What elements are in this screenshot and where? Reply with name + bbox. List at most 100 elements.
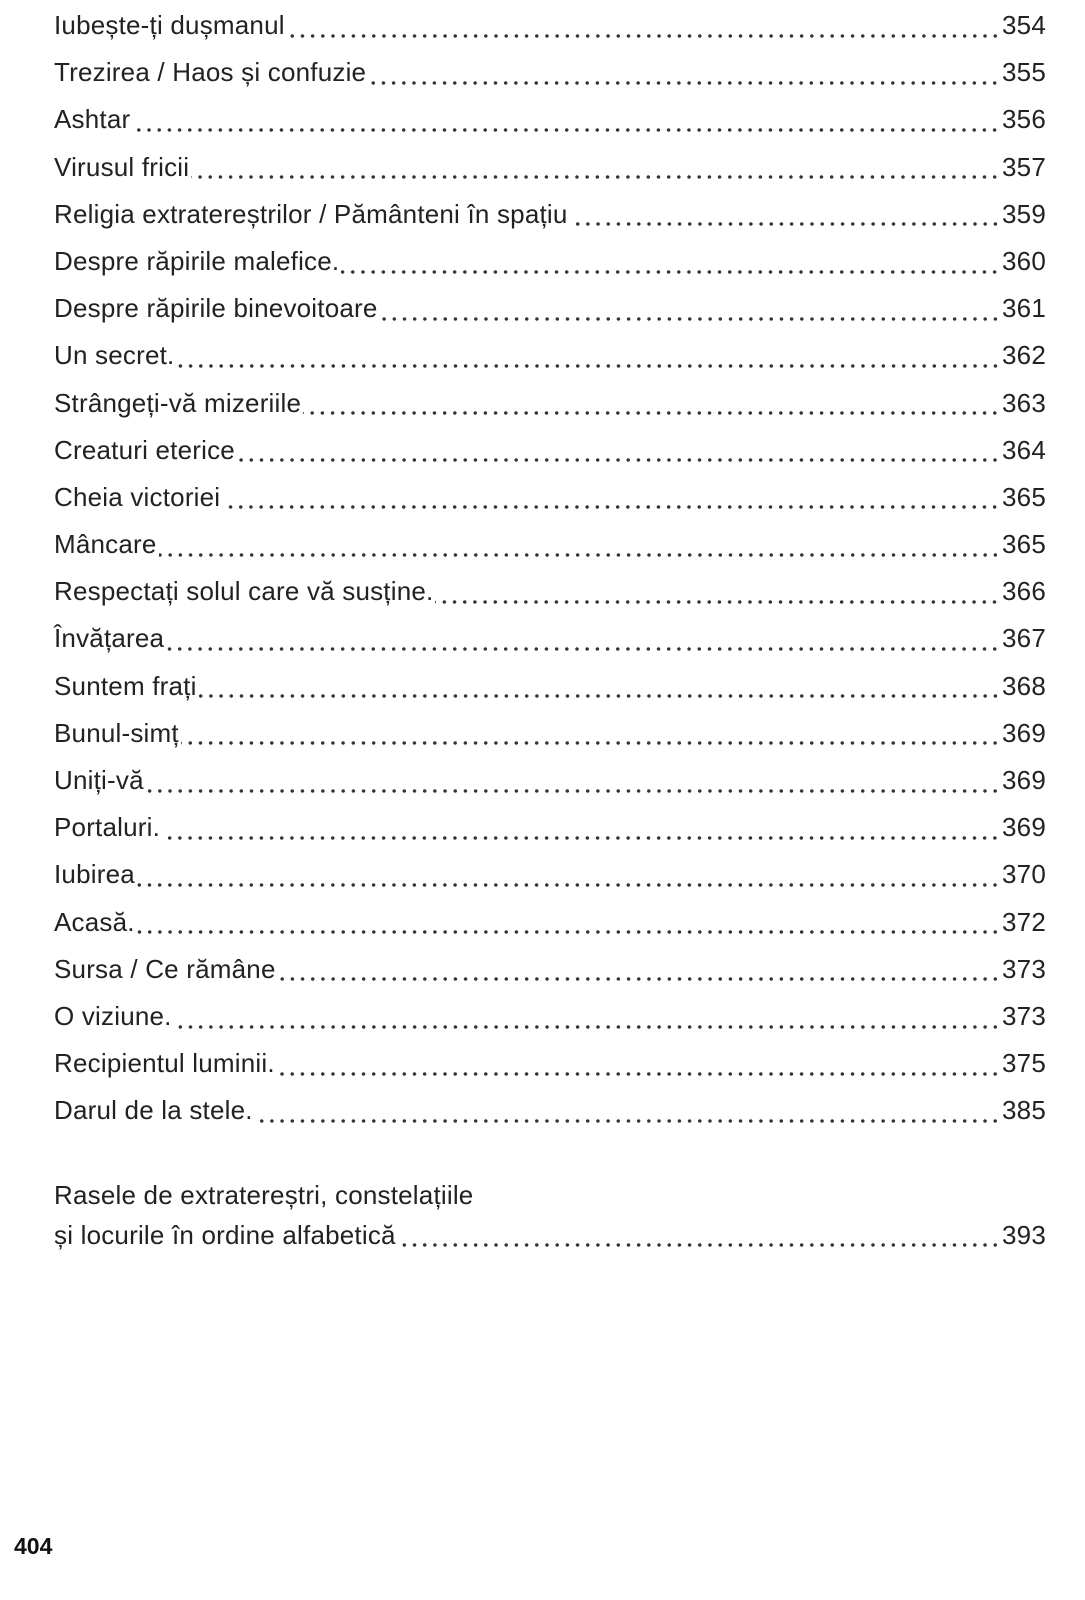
entry-page: 375 [1002, 1048, 1046, 1079]
dot-leader [158, 551, 1001, 558]
entry-page: 364 [1002, 434, 1046, 465]
toc-entry: Iubirea 370 [54, 851, 1046, 898]
dot-leader [277, 976, 1001, 983]
toc-entry: Acasă. 372 [54, 899, 1046, 946]
toc-entry: Despre răpirile malefice. 360 [54, 238, 1046, 285]
toc-entry: Mâncare 365 [54, 521, 1046, 568]
entry-title: Trezirea / Haos și confuzie [54, 57, 367, 88]
toc-entry: Bunul-simț 369 [54, 710, 1046, 757]
entry-page: 365 [1002, 481, 1046, 512]
entry-title: Respectați solul care vă susține. [54, 576, 434, 607]
entry-title: O viziune. [54, 1000, 172, 1031]
toc-entry: Recipientul luminii. 375 [54, 1040, 1046, 1087]
toc-entry: Darul de la stele. 385 [54, 1087, 1046, 1134]
dot-leader [132, 126, 1001, 133]
entry-title: Rasele de extratereștri, constelațiile [54, 1179, 474, 1210]
entry-page: 373 [1002, 953, 1046, 984]
entry-page: 393 [1002, 1219, 1046, 1250]
entry-page: 370 [1002, 859, 1046, 890]
entry-title: Bunul-simț [54, 717, 179, 748]
dot-leader [136, 881, 1001, 888]
table-of-contents: Iubește-ți dușmanul 354 Trezirea / Haos și… [54, 2, 1046, 1255]
dot-leader [166, 646, 1001, 653]
entry-title: Învățarea [54, 623, 165, 654]
entry-title: Religia extratereștrilor / Pământeni în … [54, 198, 568, 229]
toc-entry: Despre răpirile binevoitoare 361 [54, 285, 1046, 332]
entry-title: Sursa / Ce rămâne [54, 953, 276, 984]
entry-page: 365 [1002, 529, 1046, 560]
dot-leader [176, 362, 1001, 369]
entry-page: 357 [1002, 151, 1046, 182]
entry-title: Un secret. [54, 340, 175, 371]
dot-leader [435, 598, 1001, 605]
entry-page: 385 [1002, 1095, 1046, 1126]
toc-entry: Învățarea 367 [54, 615, 1046, 662]
entry-page: 372 [1002, 906, 1046, 937]
dot-leader [173, 1023, 1001, 1030]
dot-leader [191, 174, 1001, 181]
entry-title: Strângeți-vă mizeriile [54, 387, 302, 418]
toc-entry: Un secret. 362 [54, 332, 1046, 379]
entry-title: Mâncare [54, 529, 157, 560]
toc-entry: O viziune. 373 [54, 993, 1046, 1040]
toc-entry: Virusul fricii 357 [54, 144, 1046, 191]
toc-entry: Creaturi eterice 364 [54, 427, 1046, 474]
entry-title: Acasă. [54, 906, 135, 937]
entry-title: Cheia victoriei [54, 481, 221, 512]
entry-title: Despre răpirile malefice. [54, 245, 340, 276]
entry-title: Recipientul luminii. [54, 1048, 275, 1079]
entry-page: 373 [1002, 1000, 1046, 1031]
entry-page: 361 [1002, 293, 1046, 324]
dot-leader [303, 410, 1001, 417]
toc-entry: Ashtar 356 [54, 96, 1046, 143]
toc-entry: Suntem frați 368 [54, 663, 1046, 710]
dot-leader [236, 457, 1001, 464]
toc-entry: Uniți-vă 369 [54, 757, 1046, 804]
dot-leader [145, 787, 1001, 794]
entry-page: 369 [1002, 717, 1046, 748]
entry-title: Suntem frați [54, 670, 197, 701]
dot-leader [180, 740, 1001, 747]
toc-entry: și locurile în ordine alfabetică 393 [54, 1215, 1046, 1255]
entry-page: 366 [1002, 576, 1046, 607]
spacer [54, 1135, 1046, 1175]
toc-entry: Respectați solul care vă susține. 366 [54, 568, 1046, 615]
entry-page: 363 [1002, 387, 1046, 418]
toc-entry: Portaluri. 369 [54, 804, 1046, 851]
toc-entry: Religia extratereștrilor / Pământeni în … [54, 191, 1046, 238]
dot-leader [254, 1117, 1001, 1124]
dot-leader [397, 1241, 1001, 1248]
entry-title: Portaluri. [54, 812, 161, 843]
toc-entry: Rasele de extratereștri, constelațiile [54, 1175, 1046, 1215]
dot-leader [368, 79, 1001, 86]
entry-title: Ashtar [54, 104, 131, 135]
toc-entry: Sursa / Ce rămâne 373 [54, 946, 1046, 993]
entry-page: 369 [1002, 765, 1046, 795]
toc-entry: Cheia victoriei 365 [54, 474, 1046, 521]
entry-page: 367 [1002, 623, 1046, 654]
entry-title: Virusul fricii [54, 151, 190, 182]
entry-title: și locurile în ordine alfabetică [54, 1219, 396, 1250]
dot-leader [379, 315, 1001, 322]
dot-leader [341, 268, 1001, 275]
dot-leader [162, 834, 1001, 841]
dot-leader [276, 1070, 1001, 1077]
entry-page: 369 [1002, 812, 1046, 843]
entry-page: 354 [1002, 10, 1046, 40]
entry-page: 360 [1002, 245, 1046, 276]
toc-entry: Strângeți-vă mizeriile 363 [54, 380, 1046, 427]
entry-title: Despre răpirile binevoitoare [54, 293, 378, 324]
entry-page: 362 [1002, 340, 1046, 371]
dot-leader [136, 929, 1001, 936]
dot-leader [286, 32, 1001, 39]
entry-title: Iubirea [54, 859, 135, 890]
page-number: 404 [14, 1533, 53, 1559]
entry-page: 356 [1002, 104, 1046, 135]
toc-entry: Iubește-ți dușmanul 354 [54, 2, 1046, 49]
entry-title: Iubește-ți dușmanul [54, 10, 285, 40]
entry-title: Creaturi eterice [54, 434, 235, 465]
dot-leader [222, 504, 1001, 511]
entry-title: Darul de la stele. [54, 1095, 253, 1126]
entry-page: 355 [1002, 57, 1046, 88]
entry-page: 368 [1002, 670, 1046, 701]
